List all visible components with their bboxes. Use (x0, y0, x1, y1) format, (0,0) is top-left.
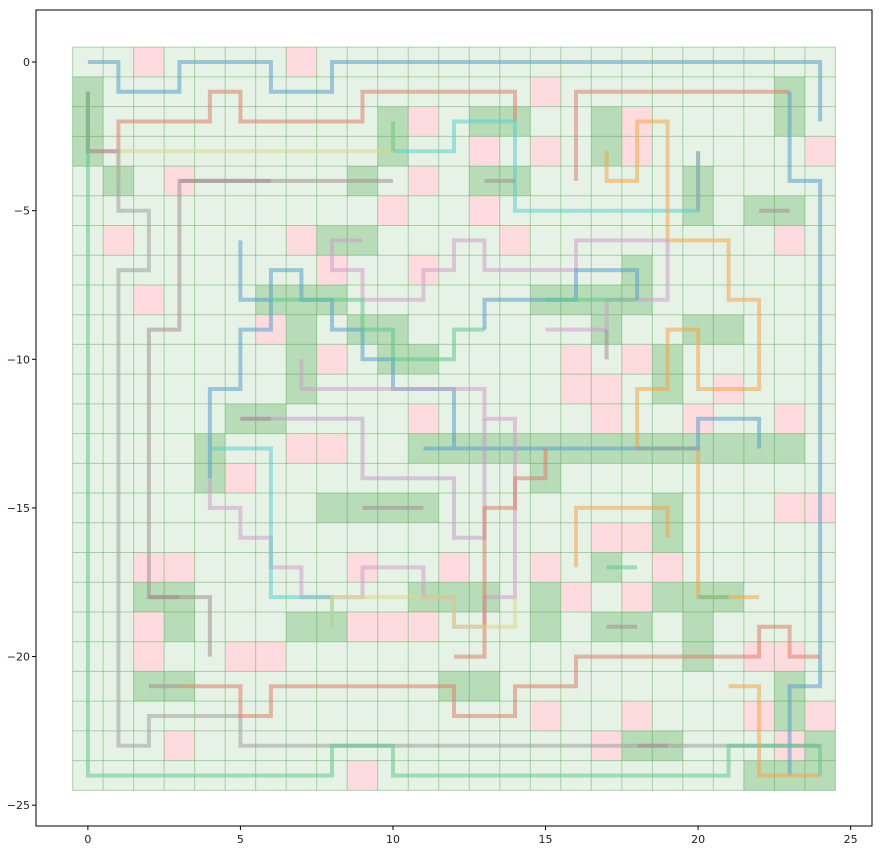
dark-cell (469, 671, 500, 702)
obstacle-cell (133, 641, 165, 672)
obstacle-cell (286, 433, 317, 464)
route-path (454, 448, 548, 659)
route-path (207, 299, 273, 479)
x-tick-label: 25 (844, 833, 858, 846)
obstacle-cell (652, 552, 683, 583)
y-tick-label: −25 (7, 799, 30, 812)
dark-cell (774, 433, 805, 464)
obstacle-cell (408, 106, 439, 137)
route-path (270, 297, 485, 362)
dark-cell (530, 611, 561, 642)
x-tick-label: 20 (691, 833, 705, 846)
dark-cell (286, 314, 317, 345)
route-path (207, 359, 517, 629)
x-tick-label: 10 (386, 833, 400, 846)
dark-cell (591, 106, 622, 137)
x-tick-label: 15 (539, 833, 553, 846)
obstacle-cell (469, 195, 500, 226)
y-tick-label: −5 (14, 205, 30, 218)
route-path (330, 595, 517, 629)
obstacle-cell (774, 403, 805, 434)
x-tick-label: 5 (237, 833, 244, 846)
route-path (728, 684, 821, 778)
plot-area (72, 46, 836, 791)
route-path (787, 91, 823, 776)
obstacle-cell (408, 166, 439, 196)
dark-cell (713, 433, 744, 464)
obstacle-cell (408, 611, 439, 642)
obstacle-cell (164, 730, 195, 761)
obstacle-cell (347, 611, 378, 642)
obstacle-cell (286, 225, 317, 256)
obstacle-cell (225, 463, 256, 494)
obstacle-cell (774, 225, 805, 256)
obstacle-cell (560, 374, 592, 404)
route-path (330, 238, 670, 332)
obstacle-cell (438, 552, 470, 583)
grid-layer (72, 46, 836, 791)
route-path (85, 91, 823, 778)
obstacle-cell (255, 641, 287, 672)
obstacle-cell (286, 47, 317, 77)
obstacle-cell (133, 284, 165, 315)
y-tick-label: 0 (23, 56, 30, 69)
obstacle-cell (591, 403, 622, 434)
obstacle-cell (804, 136, 836, 167)
route-path (574, 505, 670, 568)
x-tick-label: 0 (84, 833, 91, 846)
dark-cell (713, 314, 744, 345)
y-tick-label: −15 (7, 502, 30, 515)
paths-layer (85, 60, 823, 778)
obstacle-cell (591, 374, 622, 404)
route-path (179, 624, 821, 718)
obstacle-cell (621, 582, 653, 612)
obstacle-cell (530, 76, 561, 107)
dark-cell (530, 582, 561, 612)
route-path (482, 268, 640, 330)
route-path (574, 89, 790, 181)
obstacle-cell (316, 433, 348, 464)
route-path (238, 240, 762, 451)
obstacle-cell (377, 611, 409, 642)
dark-cell (286, 611, 317, 642)
ticks-layer: 0 5 10 15 20 25 0 −5 −10 −15 −20 −25 (7, 56, 858, 846)
obstacle-cell (621, 701, 653, 731)
obstacle-cell (530, 701, 561, 731)
obstacle-cell (621, 522, 653, 553)
obstacle-cell (133, 47, 165, 77)
obstacle-cell (377, 195, 409, 226)
obstacle-cell (774, 493, 805, 523)
obstacle-cell (530, 136, 561, 167)
obstacle-cell (316, 344, 348, 375)
dark-cell (316, 493, 348, 523)
y-tick-label: −20 (7, 651, 30, 664)
obstacle-cell (499, 225, 531, 256)
obstacle-cell (530, 552, 561, 583)
axes-frame (35, 9, 873, 827)
obstacle-cell (804, 701, 836, 731)
obstacle-cell (225, 641, 256, 672)
obstacle-cell (560, 582, 592, 612)
obstacle-cell (560, 344, 592, 375)
obstacle-cell (103, 225, 134, 256)
y-tick-label: −10 (7, 353, 30, 366)
route-path (87, 60, 823, 122)
obstacle-cell (133, 611, 165, 642)
dark-cell (682, 611, 714, 642)
obstacle-cell (164, 552, 195, 583)
obstacle-cell (347, 760, 378, 791)
dark-cell (164, 611, 195, 642)
obstacle-cell (621, 344, 653, 375)
dark-cell (652, 582, 683, 612)
obstacle-cell (469, 136, 500, 167)
obstacle-cell (591, 522, 622, 553)
obstacle-cell (408, 403, 439, 434)
